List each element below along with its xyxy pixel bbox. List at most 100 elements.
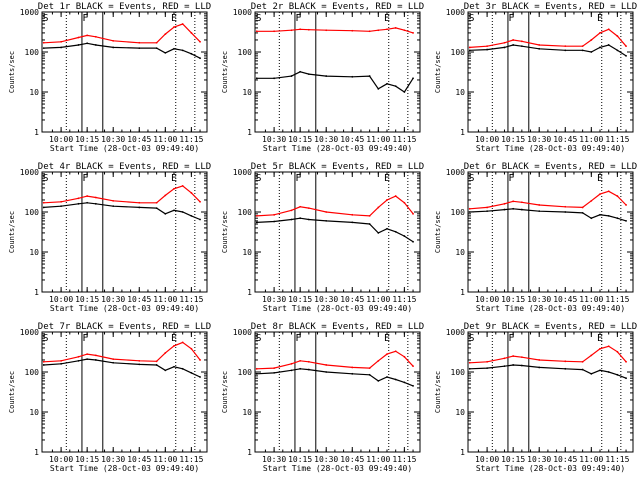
event-marker-label: E — [597, 173, 603, 184]
lld-data-point — [599, 32, 601, 34]
x-tick-label: 10:15 — [288, 135, 312, 144]
plot-frame — [41, 331, 208, 453]
x-tick-label: 11:00 — [366, 295, 390, 304]
event-marker-label: F — [82, 333, 88, 344]
events-data-point — [520, 208, 523, 211]
event-marker-label: S — [42, 173, 48, 184]
events-data-point — [564, 211, 567, 213]
events-data-point — [86, 42, 89, 45]
event-marker-label: F — [295, 13, 301, 24]
events-data-point — [138, 363, 141, 366]
lld-data-point — [77, 355, 80, 358]
lld-data-point — [564, 45, 567, 48]
events-series-line — [469, 364, 627, 379]
x-tick-label: 11:15 — [392, 455, 416, 464]
y-tick-label: 100 — [238, 208, 253, 217]
lld-data-point — [199, 359, 201, 361]
lld-data-point — [86, 353, 89, 356]
events-data-point — [77, 359, 80, 362]
events-data-point — [503, 46, 506, 49]
y-tick-label: 1 — [460, 128, 465, 137]
events-data-point — [351, 372, 354, 375]
y-axis-label: Counts/sec — [8, 371, 16, 413]
lld-data-point — [173, 187, 175, 190]
lld-data-point — [377, 206, 380, 209]
events-data-point — [290, 75, 293, 77]
events-data-point — [564, 367, 567, 370]
lld-series-line — [256, 195, 414, 217]
events-data-point — [77, 44, 80, 46]
lld-data-point — [299, 359, 302, 362]
events-data-point — [94, 359, 97, 361]
event-marker-label: F — [508, 173, 514, 184]
detector-panel: Det 3r BLACK = Events, RED = LLD 1 10 100 10… — [434, 2, 637, 153]
event-marker-label: S — [468, 173, 474, 184]
events-data-point — [468, 211, 471, 213]
lld-data-point — [616, 35, 619, 37]
lld-data-point — [273, 213, 276, 216]
lld-data-point — [299, 205, 302, 208]
events-data-point — [538, 366, 541, 369]
lld-series-line — [43, 341, 201, 363]
x-tick-label: 10:15 — [501, 295, 525, 304]
x-tick-label: 10:45 — [340, 455, 364, 464]
event-marker-label: S — [468, 333, 474, 344]
lld-data-point — [190, 347, 193, 350]
lld-data-point — [94, 35, 97, 38]
lld-data-point — [181, 23, 184, 25]
events-data-point — [581, 368, 584, 371]
events-data-point — [590, 372, 593, 375]
y-tick-label: 10 — [29, 408, 39, 417]
y-axis-label: Counts/sec — [8, 211, 16, 253]
events-data-point — [181, 367, 184, 370]
events-data-point — [599, 46, 601, 49]
events-data-point — [42, 47, 45, 50]
x-tick-label: 10:15 — [501, 455, 525, 464]
event-marker-label: F — [508, 333, 514, 344]
events-data-point — [255, 77, 258, 80]
x-tick-label: 11:00 — [366, 455, 390, 464]
x-tick-label: 10:30 — [314, 135, 338, 144]
events-data-point — [181, 49, 184, 52]
events-data-point — [112, 205, 115, 208]
events-data-point — [616, 49, 619, 52]
x-tick-label: 10:00 — [475, 295, 499, 304]
lld-data-point — [112, 358, 115, 361]
events-data-point — [377, 87, 380, 90]
events-data-point — [386, 227, 388, 230]
event-marker-label: E — [171, 333, 177, 344]
y-tick-label: 1 — [247, 288, 252, 297]
x-tick-label: 10:45 — [127, 295, 151, 304]
lld-data-point — [625, 360, 627, 363]
detector-panel: Det 7r BLACK = Events, RED = LLD 1 10 100 10… — [8, 322, 211, 473]
lld-data-point — [616, 195, 619, 197]
event-marker-label: S — [255, 333, 261, 344]
plot-frame — [254, 331, 421, 453]
events-data-point — [607, 214, 610, 217]
x-tick-label: 10:30 — [101, 455, 125, 464]
y-tick-label: 100 — [238, 48, 253, 57]
lld-data-point — [386, 199, 388, 201]
plot-frame — [467, 331, 634, 453]
lld-data-point — [581, 360, 584, 363]
lld-data-point — [199, 40, 201, 43]
events-data-point — [42, 364, 45, 366]
lld-data-point — [190, 32, 193, 34]
events-data-point — [155, 47, 158, 50]
events-data-point — [273, 220, 276, 223]
events-data-point — [503, 365, 506, 368]
y-tick-label: 10 — [455, 88, 465, 97]
lld-data-point — [590, 354, 593, 357]
events-data-point — [394, 85, 397, 88]
events-series-line — [256, 217, 414, 243]
lld-data-point — [607, 190, 610, 193]
events-data-point — [190, 371, 193, 374]
lld-data-point — [255, 214, 258, 217]
events-data-point — [377, 379, 380, 382]
y-tick-label: 100 — [25, 48, 40, 57]
plot-frame — [467, 11, 634, 133]
y-tick-label: 100 — [25, 208, 40, 217]
lld-data-point — [394, 195, 397, 197]
events-data-point — [599, 213, 601, 216]
